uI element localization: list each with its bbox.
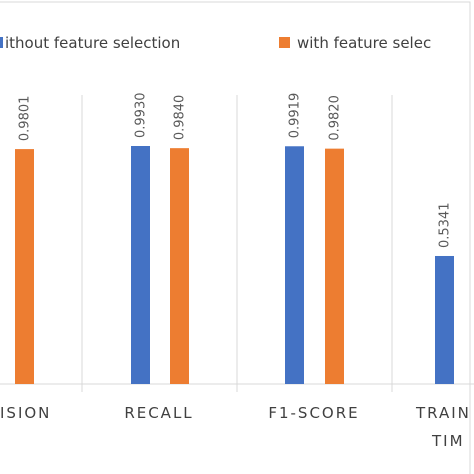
legend-swatch-with xyxy=(279,37,290,48)
bar-with-f1-score xyxy=(325,148,344,384)
value-label-with-f1-score: 0.9820 xyxy=(328,95,343,141)
value-labels-layer: 0.9930 0.9919 0.5341 0.9801 0.9840 0.9820 xyxy=(18,93,453,248)
value-label-with-precision: 0.9801 xyxy=(18,96,33,142)
value-label-without-f1-score: 0.9919 xyxy=(288,93,303,139)
bar-with-precision xyxy=(15,149,34,384)
category-label-training: TRAIN xyxy=(415,404,471,422)
value-label-without-training-time: 0.5341 xyxy=(438,202,453,248)
bar-with-recall xyxy=(170,148,189,384)
value-label-with-recall: 0.9840 xyxy=(173,95,188,141)
category-label-training-line2: TIM xyxy=(431,432,465,450)
legend-swatch-without xyxy=(0,37,3,48)
category-labels: ISION RECALL F1-SCORE TRAIN TIM xyxy=(0,404,471,450)
value-label-without-recall: 0.9930 xyxy=(134,93,149,139)
bar-without-training-time xyxy=(435,255,454,384)
category-label-recall: RECALL xyxy=(124,404,193,422)
category-separators xyxy=(81,95,393,392)
category-label-precision: ISION xyxy=(0,404,51,422)
legend: ithout feature selection with feature se… xyxy=(0,34,431,52)
bars-layer xyxy=(15,146,454,384)
bar-without-f1-score xyxy=(285,146,304,384)
legend-label-without: ithout feature selection xyxy=(5,34,180,52)
legend-label-with: with feature selec xyxy=(297,34,431,52)
category-label-f1-score: F1-SCORE xyxy=(268,404,359,422)
bar-without-recall xyxy=(131,146,150,384)
